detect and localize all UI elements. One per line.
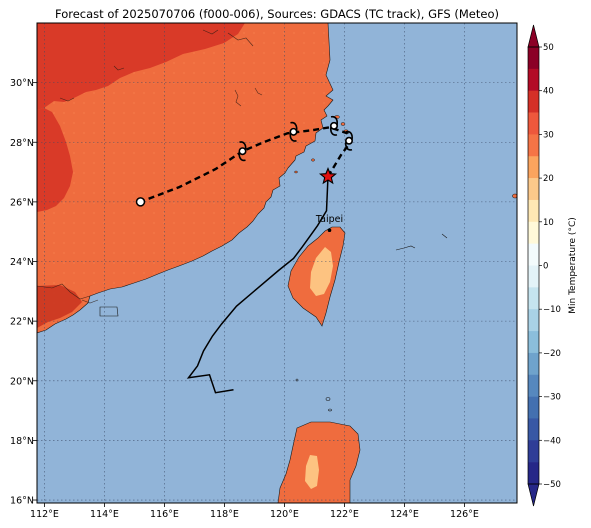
- lat-tick-label: 28°N: [10, 138, 34, 149]
- lat-tick-label: 16°N: [10, 496, 34, 507]
- colorbar-band: [528, 178, 539, 201]
- lon-tick-label: 116°E: [150, 509, 179, 520]
- colorbar-tick-label: −20: [543, 349, 561, 359]
- mainland-china-landmass: [37, 23, 334, 334]
- colorbar-band: [528, 156, 539, 179]
- colorbar-tick-label: −40: [543, 436, 561, 446]
- warm-zone-north: [37, 23, 245, 110]
- cyclone-symbol-icon: [289, 121, 298, 142]
- colorbar-band: [528, 440, 539, 463]
- lon-tick-label: 112°E: [30, 509, 59, 520]
- cyclone-eye: [238, 147, 247, 156]
- cyclone-arm-bottom: [289, 132, 297, 142]
- graticule: [37, 23, 517, 503]
- low-pressure-icon: [135, 197, 146, 207]
- cyclone-symbol-icon: [344, 130, 354, 151]
- city-label: Taipei: [315, 214, 343, 225]
- lat-tick-label: 20°N: [10, 376, 34, 387]
- cyclone-eye: [329, 121, 339, 130]
- map-area: Taipei: [37, 23, 517, 503]
- map-title: Forecast of 2025070706 (f000-006), Sourc…: [55, 7, 499, 21]
- cyclone-arm-top: [345, 130, 353, 140]
- cyclone-arm-bottom: [238, 152, 246, 162]
- colorbar-band: [528, 90, 539, 113]
- colorbar-band: [528, 199, 539, 223]
- luzon-island: [277, 421, 361, 503]
- warm-zone-west: [37, 108, 73, 212]
- cyclone-symbol-icon: [329, 115, 339, 136]
- lon-tick-label: 120°E: [270, 509, 299, 520]
- colorbar-band: [528, 309, 539, 332]
- warm-zone-southwest: [37, 285, 82, 328]
- colorbar-band: [528, 68, 539, 91]
- colorbar-tick-label: 20: [543, 174, 554, 184]
- city-dot-icon: [327, 228, 332, 233]
- lon-tick-label: 122°E: [330, 509, 359, 520]
- lon-tick-label: 118°E: [210, 509, 239, 520]
- lat-tick-label: 22°N: [10, 317, 34, 328]
- luzon-cool-zone: [305, 455, 319, 489]
- colorbar-tick-label: 40: [543, 87, 554, 97]
- cyclone-symbol-icon: [238, 141, 247, 162]
- colorbar: 50 40 30 20 10 0 −10 −20 −30 −40 −50 Min Temperatur…: [527, 24, 578, 507]
- lon-tick-label: 114°E: [90, 509, 119, 520]
- colorbar-band: [528, 396, 539, 419]
- colorbar-tick-label: 0: [543, 262, 548, 272]
- colorbar-tick-label: 30: [543, 130, 554, 140]
- lat-tick-label: 30°N: [10, 78, 34, 89]
- cyclone-arm-top: [330, 115, 338, 125]
- colorbar-label: Min Temperature (°C): [568, 217, 578, 314]
- colorbar-band: [528, 462, 539, 485]
- axis-tick-labels: 112°E 114°E 116°E 118°E 120°E 122°E 124°E 126°E…: [10, 78, 479, 520]
- lat-tick-label: 18°N: [10, 436, 34, 447]
- cyclone-arm-top: [290, 121, 298, 131]
- lat-tick-label: 24°N: [10, 257, 34, 268]
- map-frame: [36, 22, 518, 504]
- cyclone-arm-bottom: [330, 126, 338, 136]
- observed-track-line: [186, 176, 329, 394]
- colorbar-band: [528, 265, 539, 288]
- colorbar-band: [528, 134, 539, 157]
- colorbar-tick-label: −10: [543, 305, 561, 315]
- cyclone-eye: [344, 136, 354, 145]
- colorbar-tick-label: −30: [543, 393, 561, 403]
- colorbar-tick-label: −50: [543, 480, 561, 490]
- inland-borders: [37, 29, 263, 304]
- cyclone-arm-top: [239, 141, 247, 151]
- colorbar-tick-label: 50: [543, 43, 554, 53]
- colorbar-band: [528, 221, 539, 244]
- colorbar-band: [528, 112, 539, 135]
- colorbar-band: [528, 47, 539, 70]
- colorbar-band: [528, 374, 539, 397]
- colorbar-band: [528, 287, 539, 310]
- colorbar-extend-bottom: [527, 483, 540, 507]
- colorbar-tick-label: 10: [543, 218, 554, 228]
- cyclone-eye: [289, 127, 298, 136]
- colorbar-extend-top: [527, 24, 540, 48]
- colorbar-band: [528, 352, 539, 376]
- colorbar-band: [528, 418, 539, 441]
- storm-position-star-icon: [318, 167, 338, 185]
- lon-tick-label: 126°E: [450, 509, 479, 520]
- cyclone-tracks: Taipei: [135, 115, 354, 394]
- lon-tick-label: 124°E: [390, 509, 419, 520]
- taiwan-cool-zone: [310, 247, 333, 296]
- colorbar-band: [528, 243, 539, 266]
- cyclone-arm-bottom: [345, 141, 353, 151]
- lat-tick-label: 26°N: [10, 197, 34, 208]
- colorbar-band: [528, 331, 539, 354]
